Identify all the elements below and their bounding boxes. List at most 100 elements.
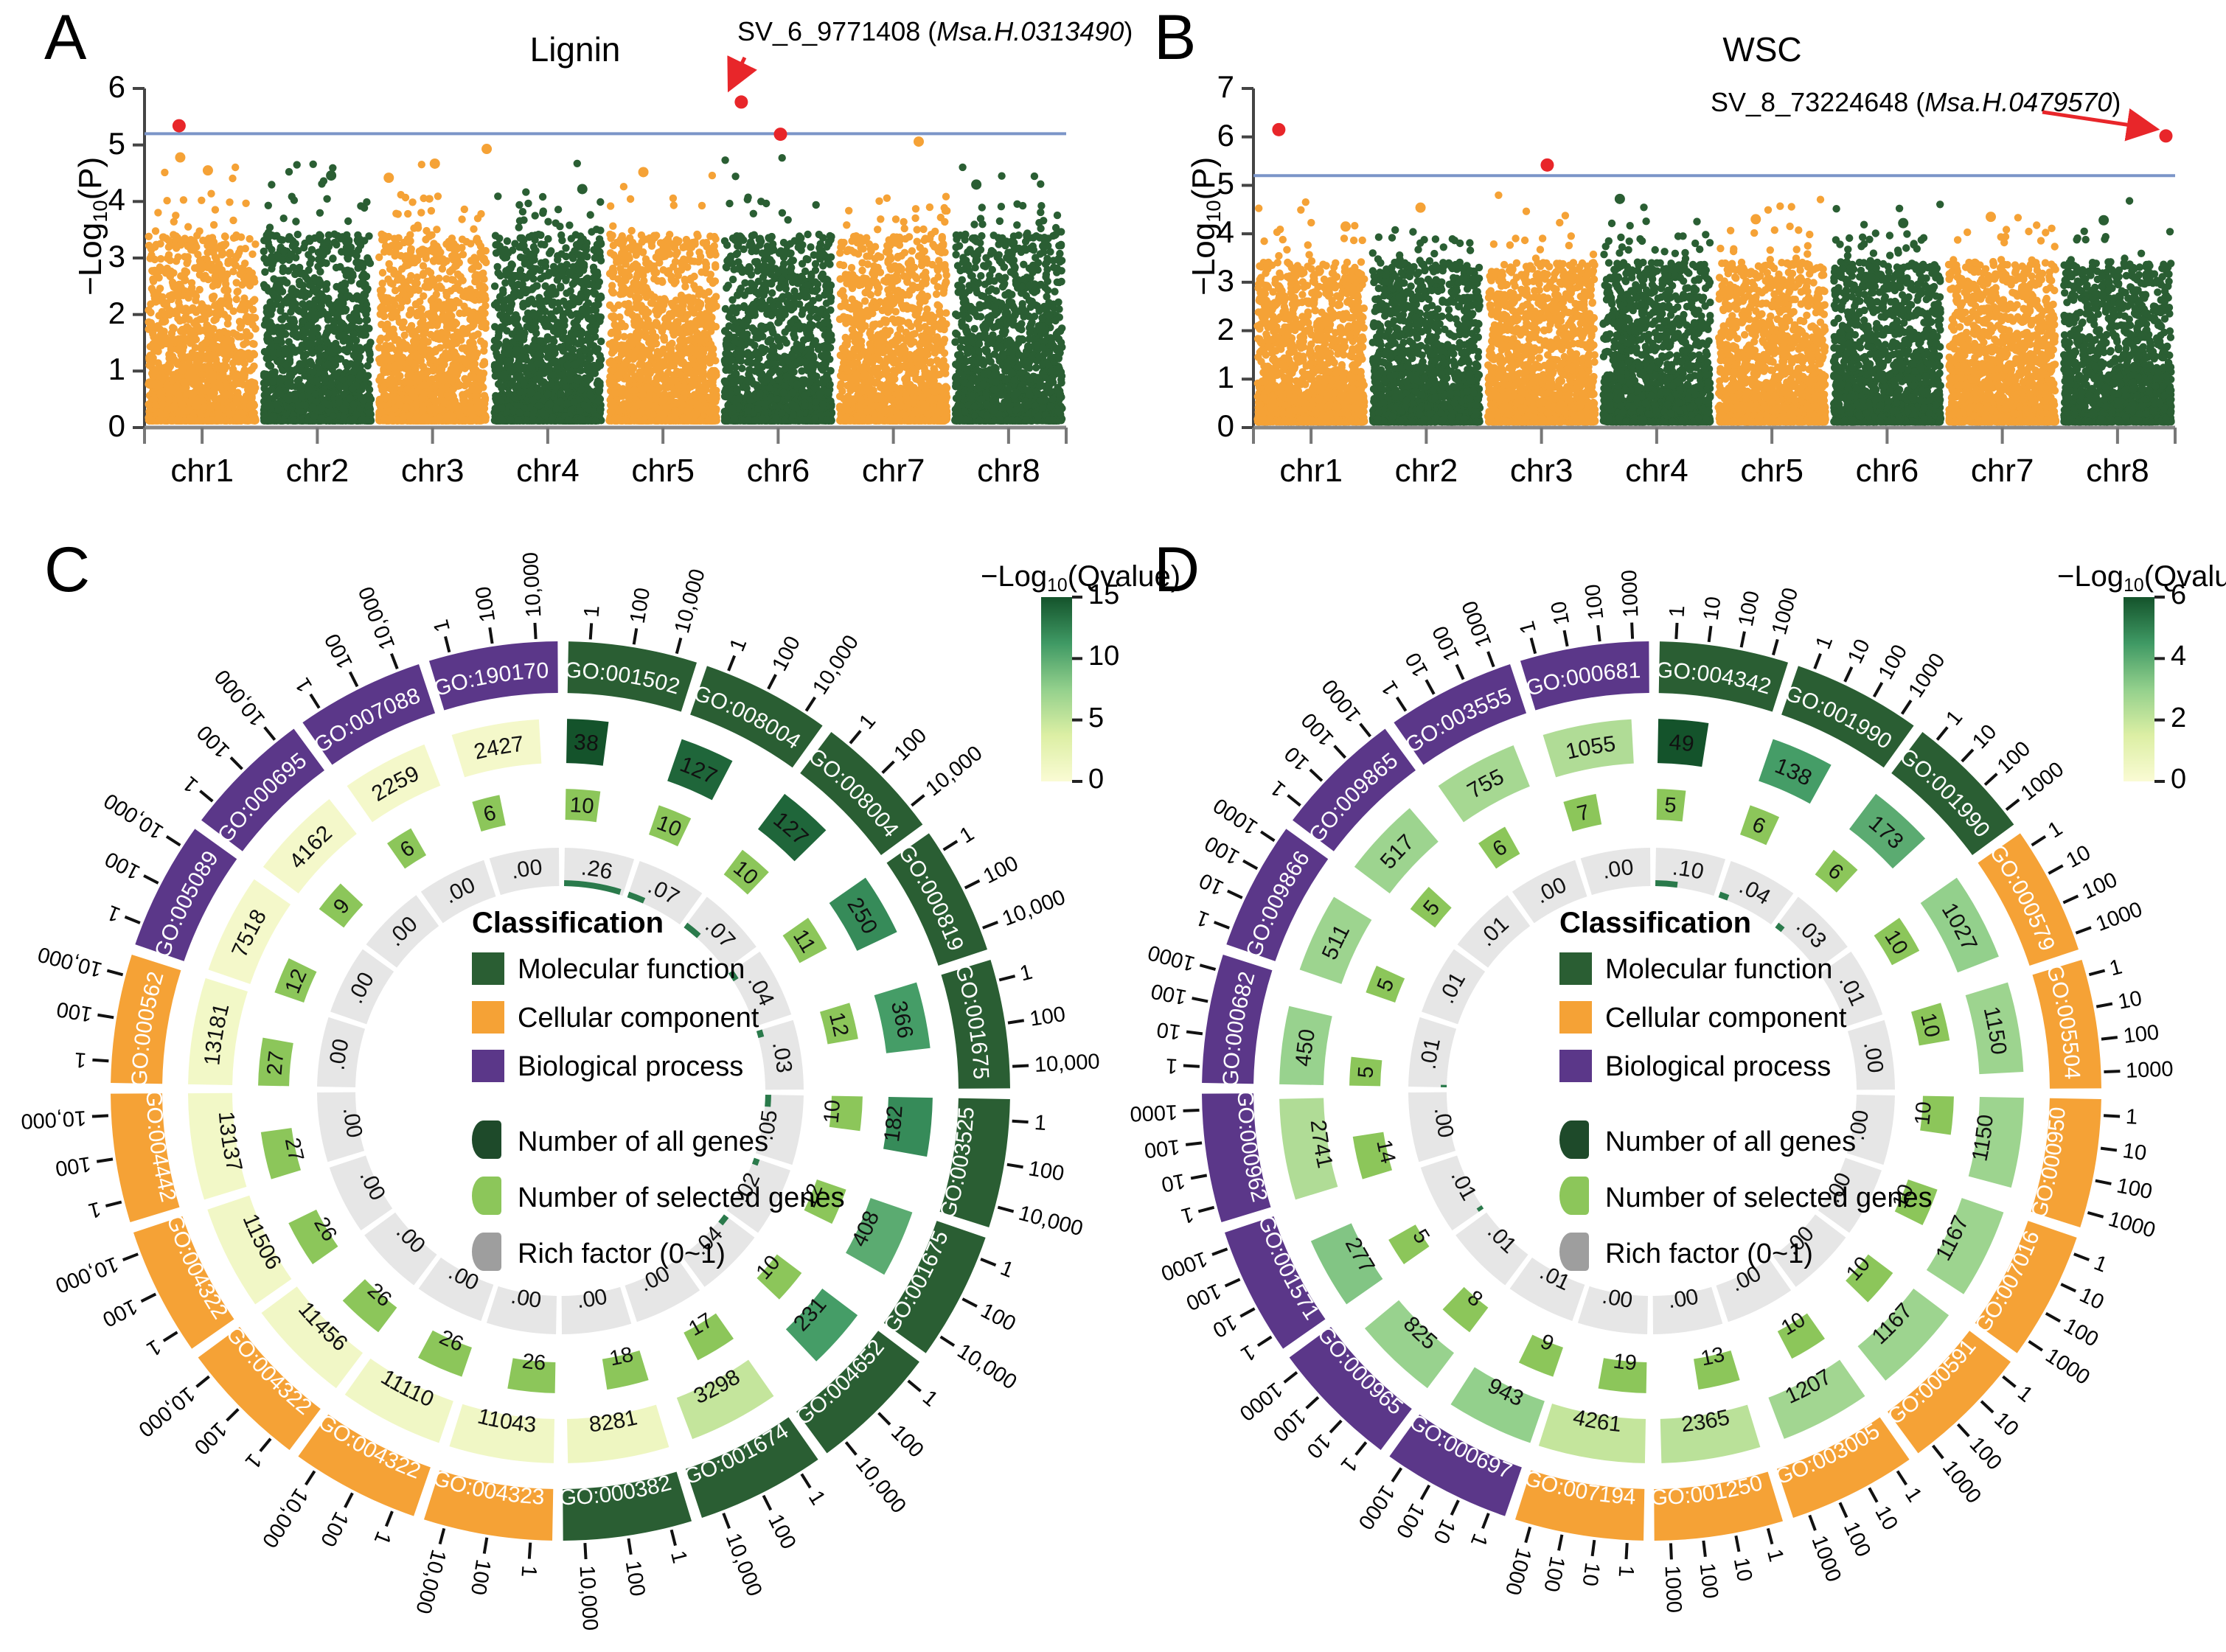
x-tick-label-chr6: chr6 (1828, 453, 1946, 489)
legend-swatch-class (1559, 1001, 1592, 1034)
circos-axis-tick: 1 (74, 1047, 87, 1072)
legend-label-class: Biological process (1605, 1051, 1831, 1083)
legend-swatch-class (1559, 952, 1592, 985)
legend-label-class: Molecular function (1605, 954, 1832, 986)
legend-label-class: Cellular component (1605, 1003, 1846, 1034)
legend-label-class: Biological process (518, 1051, 743, 1083)
selected-genes-value: 10 (569, 793, 595, 818)
x-tick-label-chr4: chr4 (489, 453, 607, 489)
legend-swatch-class (1559, 1050, 1592, 1082)
x-tick-label-chr3: chr3 (374, 453, 492, 489)
colorbar-tick-label: 5 (1088, 703, 1104, 734)
y-tick-label: 5 (1190, 166, 1234, 201)
selected-genes-value: 27 (280, 1136, 308, 1164)
colorbar-tick-label: 2 (2171, 703, 2186, 734)
x-tick-label-chr2: chr2 (258, 453, 376, 489)
y-tick-label: 6 (1190, 118, 1234, 153)
x-tick-label-chr5: chr5 (1713, 453, 1831, 489)
circos-axis-tick: 1 (1613, 1565, 1638, 1578)
x-tick-label-chr4: chr4 (1598, 453, 1716, 489)
rich-factor-bar (1455, 1213, 1528, 1286)
x-tick-label-chr8: chr8 (2059, 453, 2177, 489)
colorbar-tick-label: 10 (1088, 641, 1119, 672)
legend-label-class: Molecular function (518, 954, 745, 986)
y-tick-label: 7 (1190, 69, 1234, 105)
circos-axis-tick: 1 (1033, 1111, 1046, 1136)
circos-axis-tick: 10 (1547, 599, 1575, 627)
y-tick-label: 1 (81, 352, 125, 387)
all-genes-value: 49 (1669, 731, 1695, 757)
circos-axis-tick: 10 (1159, 1168, 1187, 1196)
circos-axis-tick: 10,000 (519, 551, 547, 618)
y-tick-label: 6 (81, 69, 125, 105)
legend-swatch-ring (472, 1233, 501, 1271)
legend-label-ring: Number of selected genes (518, 1182, 845, 1214)
circos-axis-tick: 1 (516, 1564, 541, 1578)
y-tick-label: 1 (1190, 360, 1234, 395)
circos-axis-tick: 10 (2116, 986, 2144, 1014)
manhattan-plot-a (133, 57, 1066, 444)
circos-axis-tick: 1 (580, 605, 605, 618)
circos-axis-tick: 10 (1728, 1555, 1756, 1583)
all-genes-value: 38 (573, 730, 599, 756)
x-tick-label-chr7: chr7 (1944, 453, 2062, 489)
circos-axis-tick: 1000 (2126, 1057, 2174, 1084)
legend-label-ring: Number of selected genes (1605, 1182, 1933, 1214)
rich-factor-value: 0.002 (0, 0, 482, 1295)
legend-swatch-class (472, 952, 504, 985)
figure-canvas: GO:001502038100.263GO:0080043127100.079G… (0, 0, 2226, 1652)
legend-swatch-ring (1559, 1177, 1589, 1215)
selected-genes-value: 26 (521, 1350, 546, 1376)
selected-genes-bar (343, 1279, 397, 1332)
circos-axis-tick: 10 (2121, 1140, 2148, 1167)
all-genes-bar (263, 799, 357, 893)
selected-genes-value: 19 (1612, 1350, 1638, 1376)
rich-factor-value: 0.009 (0, 0, 1874, 1143)
legend-swatch-ring (1559, 1120, 1589, 1159)
circos-axis-tick: 1 (2125, 1105, 2138, 1130)
legend-swatch-ring (1559, 1233, 1589, 1271)
x-tick-label-chr7: chr7 (835, 453, 953, 489)
y-tick-label: 2 (1190, 312, 1234, 347)
selected-genes-bar (1519, 1335, 1563, 1377)
legend-swatch-class (472, 1001, 504, 1034)
legend-label-ring: Number of all genes (518, 1126, 768, 1158)
x-tick-label-chr1: chr1 (143, 453, 261, 489)
classification-legend-title: Classification (472, 907, 664, 940)
y-tick-label: 4 (1190, 215, 1234, 250)
figure-root: A Lignin SV_6_9771408 (Msa.H.0313490) −L… (0, 0, 2226, 1652)
legend-label-class: Cellular component (518, 1003, 759, 1034)
all-genes-bar (1365, 1300, 1454, 1388)
rich-factor-value: 0.004 (0, 0, 1634, 1313)
selected-genes-value: 27 (263, 1050, 289, 1076)
y-tick-label: 4 (81, 182, 125, 217)
colorbar-tick-label: 15 (1088, 579, 1119, 611)
legend-label-ring: Number of all genes (1605, 1126, 1856, 1158)
selected-genes-value: 5 (1663, 793, 1677, 818)
circos-axis-tick: 10 (1700, 596, 1727, 622)
legend-swatch-class (472, 1050, 504, 1082)
circos-axis-tick: 1000 (1660, 1565, 1686, 1614)
x-tick-label-chr1: chr1 (1252, 453, 1370, 489)
x-tick-label-chr3: chr3 (1483, 453, 1601, 489)
circos-axis-tick: 1 (1665, 604, 1690, 618)
manhattan-plot-b (1242, 88, 2175, 444)
selected-genes-value: 10 (1910, 1101, 1935, 1126)
y-tick-label: 2 (81, 296, 125, 331)
circos-axis-tick: 10 (1576, 1561, 1604, 1587)
colorbar-tick-label: 0 (2171, 764, 2186, 795)
selected-genes-value: 5 (1354, 1065, 1378, 1078)
all-genes-value: 182 (880, 1105, 908, 1143)
circos-axis-tick: 100 (471, 585, 501, 624)
x-tick-label-chr6: chr6 (719, 453, 837, 489)
rich-factor-bar (364, 1213, 436, 1286)
colorbar-tick-label: 6 (2171, 579, 2186, 611)
x-tick-label-chr8: chr8 (950, 453, 1068, 489)
y-tick-label: 5 (81, 126, 125, 161)
circos-axis-tick: 100 (625, 586, 655, 625)
circos-axis-tick: 100 (1143, 1134, 1181, 1162)
colorbar-tick-label: 0 (1088, 764, 1104, 795)
panel-d-colorbar (2124, 597, 2154, 781)
circos-axis-tick: 10,000 (574, 1565, 602, 1631)
circos-axis-tick: 100 (620, 1559, 650, 1598)
